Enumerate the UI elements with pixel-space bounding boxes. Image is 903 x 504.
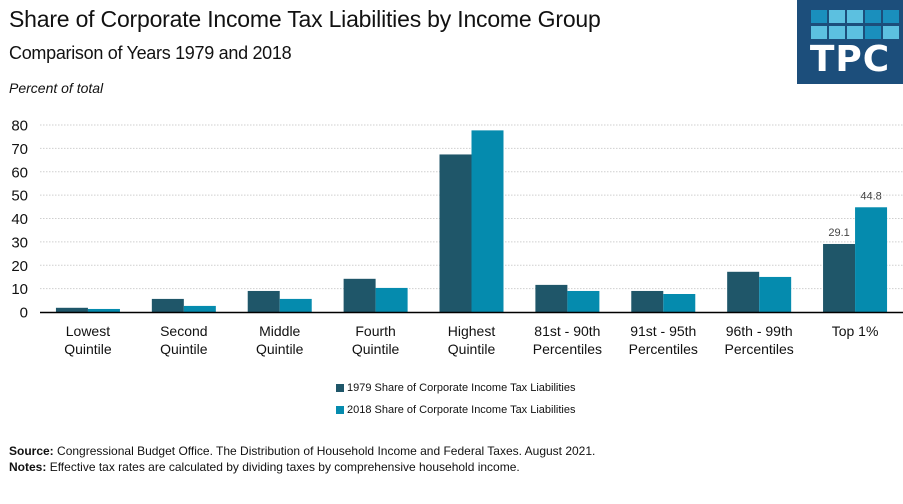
bar-2018 <box>279 298 312 312</box>
source-note: Source: Congressional Budget Office. The… <box>9 444 595 458</box>
bar-1979 <box>151 298 184 312</box>
logo-square-icon <box>847 10 863 23</box>
y-tick-label: 0 <box>20 305 28 322</box>
y-tick-label: 10 <box>11 281 28 298</box>
legend-label-1979: 1979 Share of Corporate Income Tax Liabi… <box>347 382 576 394</box>
x-tick-label: Percentiles <box>629 341 698 357</box>
bar-2018 <box>471 130 504 312</box>
logo-square-icon <box>865 10 881 23</box>
logo-square-icon <box>811 26 827 39</box>
x-tick-label: Percentiles <box>725 341 794 357</box>
x-tick-label: Quintile <box>64 341 112 357</box>
x-axis-ticks: Lowest Quintile Second Quintile Middle Quinti… <box>64 323 878 357</box>
source-text: Congressional Budget Office. The Distrib… <box>57 444 596 458</box>
notes: Notes: Effective tax rates are calculate… <box>9 460 520 474</box>
logo-square-icon <box>811 10 827 23</box>
x-tick-label: Quintile <box>160 341 208 357</box>
x-tick-label: 96th - 99th <box>726 323 793 339</box>
y-tick-label: 30 <box>11 234 28 251</box>
logo-text: TPC <box>809 39 891 80</box>
bar-2018 <box>663 294 696 312</box>
bar-1979 <box>343 278 376 312</box>
x-tick-label: 81st - 90th <box>534 323 600 339</box>
bar-1979 <box>823 243 856 312</box>
notes-text: Effective tax rates are calculated by di… <box>49 460 520 474</box>
bar-2018 <box>855 207 888 312</box>
logo-square-icon <box>829 26 845 39</box>
logo-square-icon <box>865 26 881 39</box>
bar-2018 <box>759 276 792 312</box>
bar-chart: 0 10 20 30 40 50 60 70 80 29.1 44.8 Lowest Quintil… <box>11 118 903 357</box>
bar-2018 <box>567 290 600 312</box>
logo-square-icon <box>883 10 899 23</box>
y-axis-caption: Percent of total <box>9 80 104 96</box>
logo-square-icon <box>883 26 899 39</box>
x-tick-label: Lowest <box>66 323 110 339</box>
y-axis-ticks: 0 10 20 30 40 50 60 70 80 <box>11 118 28 322</box>
data-label: 44.8 <box>860 190 881 202</box>
y-tick-label: 50 <box>11 188 28 205</box>
bar-1979 <box>535 284 568 312</box>
data-label: 29.1 <box>828 227 849 239</box>
bar-2018 <box>183 305 216 312</box>
bar-1979 <box>631 290 664 312</box>
legend-item-1979: 1979 Share of Corporate Income Tax Liabi… <box>336 377 576 399</box>
logo-square-icon <box>847 26 863 39</box>
bar-2018 <box>375 287 408 312</box>
x-tick-label: Second <box>160 323 207 339</box>
source-label: Source: <box>9 444 54 458</box>
bar-1979 <box>247 290 280 312</box>
bar-1979 <box>727 271 760 312</box>
tpc-logo: TPC <box>797 0 903 84</box>
y-tick-label: 60 <box>11 164 28 181</box>
x-tick-label: Fourth <box>355 323 395 339</box>
x-tick-label: Percentiles <box>533 341 602 357</box>
x-tick-label: Quintile <box>352 341 400 357</box>
chart-title: Share of Corporate Income Tax Liabilitie… <box>9 6 601 32</box>
bar-1979 <box>439 154 472 312</box>
data-labels: 29.1 44.8 <box>828 190 881 239</box>
legend-label-2018: 2018 Share of Corporate Income Tax Liabi… <box>347 404 576 416</box>
legend-swatch-2018 <box>336 406 344 414</box>
notes-label: Notes: <box>9 460 47 474</box>
x-tick-label: Top 1% <box>832 323 879 339</box>
bar-1979 <box>55 307 88 312</box>
logo-square-icon <box>829 10 845 23</box>
y-tick-label: 70 <box>11 141 28 158</box>
x-tick-label: Quintile <box>256 341 304 357</box>
x-tick-label: 91st - 95th <box>630 323 696 339</box>
y-tick-label: 40 <box>11 211 28 228</box>
bars <box>55 130 888 312</box>
legend: 1979 Share of Corporate Income Tax Liabi… <box>336 377 576 421</box>
legend-item-2018: 2018 Share of Corporate Income Tax Liabi… <box>336 399 576 421</box>
y-tick-label: 20 <box>11 258 28 275</box>
x-tick-label: Quintile <box>448 341 496 357</box>
y-tick-label: 80 <box>11 118 28 135</box>
legend-swatch-1979 <box>336 384 344 392</box>
chart-subtitle: Comparison of Years 1979 and 2018 <box>9 43 292 63</box>
x-tick-label: Highest <box>448 323 496 339</box>
bar-2018 <box>87 308 120 312</box>
x-tick-label: Middle <box>259 323 300 339</box>
